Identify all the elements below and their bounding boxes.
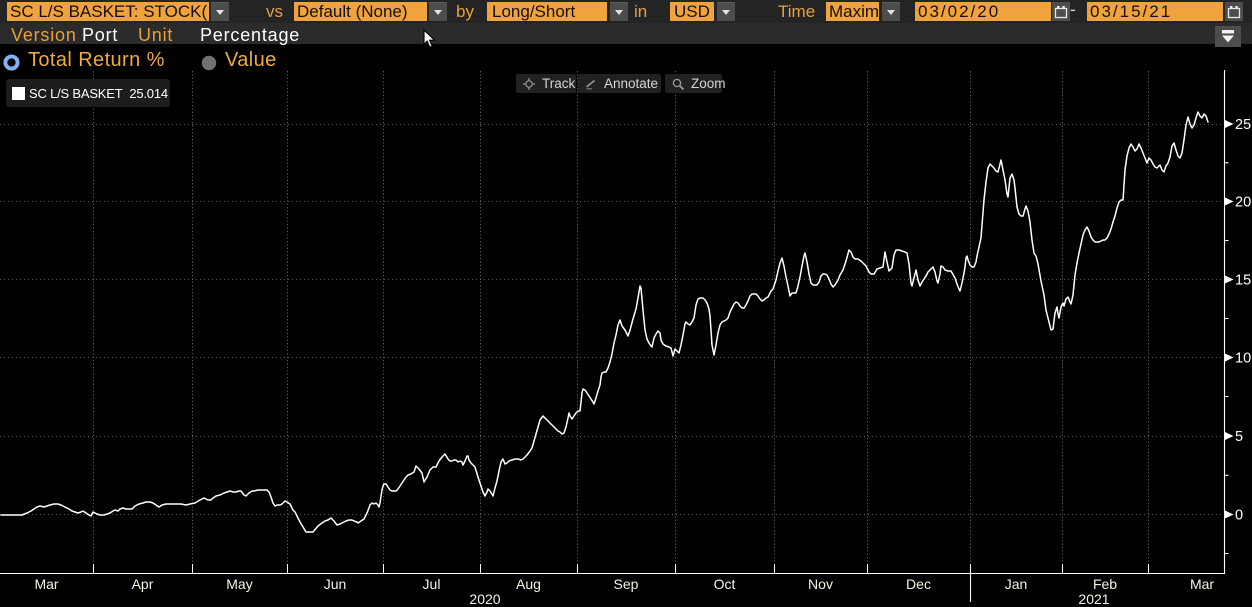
svg-text:Mar: Mar bbox=[34, 576, 58, 592]
svg-text:15: 15 bbox=[1235, 273, 1251, 289]
svg-text:20: 20 bbox=[1235, 195, 1251, 211]
svg-text:10: 10 bbox=[1235, 351, 1251, 367]
svg-text:2021: 2021 bbox=[1078, 591, 1109, 607]
svg-text:0: 0 bbox=[1235, 508, 1243, 524]
svg-text:Nov: Nov bbox=[808, 576, 833, 592]
svg-text:May: May bbox=[226, 576, 252, 592]
svg-text:Jan: Jan bbox=[1005, 576, 1028, 592]
svg-text:Sep: Sep bbox=[614, 576, 639, 592]
svg-text:Jun: Jun bbox=[324, 576, 347, 592]
svg-text:Feb: Feb bbox=[1093, 576, 1117, 592]
svg-text:2020: 2020 bbox=[469, 591, 500, 607]
svg-text:5: 5 bbox=[1235, 429, 1243, 445]
svg-text:Apr: Apr bbox=[132, 576, 154, 592]
svg-text:Mar: Mar bbox=[1190, 576, 1214, 592]
svg-text:Aug: Aug bbox=[516, 576, 541, 592]
svg-text:Oct: Oct bbox=[714, 576, 736, 592]
svg-text:25: 25 bbox=[1235, 117, 1251, 133]
svg-text:Jul: Jul bbox=[423, 576, 441, 592]
svg-text:Dec: Dec bbox=[906, 576, 931, 592]
